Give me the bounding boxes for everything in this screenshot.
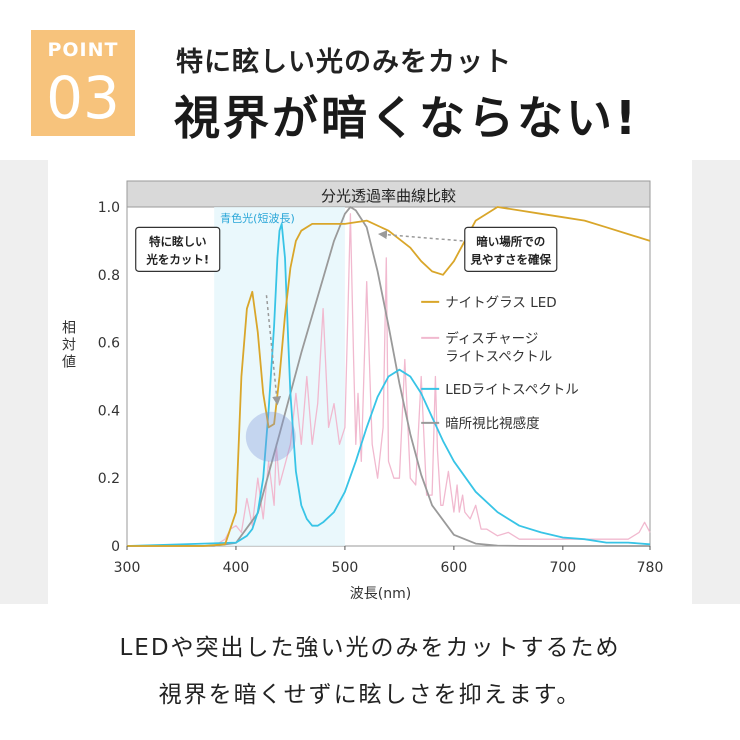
footer-line-2: 視界を暗くせずに眩しさを抑えます。 — [158, 682, 582, 708]
x-tick-label-4: 700 — [549, 560, 576, 576]
series-line-1 — [127, 213, 651, 547]
y-tick-label-0: 0 — [111, 539, 120, 555]
badge-word: POINT — [47, 39, 119, 61]
highlight-circle — [245, 411, 296, 462]
legend-label-1-1: ライトスペクトル — [445, 349, 552, 365]
y-axis-label-char-0: 相 — [62, 321, 76, 337]
point-badge: POINT 03 — [31, 30, 135, 136]
annotation-box-0 — [135, 226, 221, 272]
series-line-3 — [126, 206, 650, 547]
y-tick-label-5: 1.0 — [98, 200, 120, 216]
x-tick-label-3: 600 — [441, 560, 468, 576]
x-tick-label-0: 300 — [114, 560, 141, 576]
chart-title: 分光透過率曲線比較 — [321, 187, 456, 205]
y-axis-label: 相対値 — [62, 321, 76, 371]
annotation-arrow-1 — [377, 230, 463, 242]
y-tick-label-4: 0.8 — [98, 268, 120, 284]
y-tick-label-2: 0.4 — [98, 403, 120, 419]
x-tick-label-5: 780 — [637, 560, 664, 576]
legend-label-1-0: ディスチャージ — [445, 330, 538, 347]
page-title: 視界が暗くならない! — [174, 91, 639, 145]
chart-title-bar — [126, 180, 651, 208]
x-axis-label: 波長(nm) — [350, 586, 411, 602]
x-tick-label-2: 500 — [332, 560, 359, 576]
x-tick-label-1: 400 — [223, 560, 250, 576]
legend-label-3-0: 暗所視比視感度 — [445, 415, 540, 432]
annotation-text-1-1: 見やすさを確保 — [470, 252, 552, 266]
badge-number: 03 — [46, 64, 120, 132]
legend-label-0-0: ナイトグラス LED — [445, 295, 556, 311]
series-line-2 — [126, 223, 651, 547]
chart-panel: 分光透過率曲線比較青色光(短波長) 300 400 500 600 700 780 0 0.2 0… — [48, 160, 692, 604]
footer-line-1: LEDや突出した強い光のみをカットするため — [119, 635, 621, 661]
annotation-text-0-1: 光をカット! — [145, 252, 209, 266]
annotation-box-1 — [464, 226, 558, 272]
y-axis-label-char-2: 値 — [62, 355, 76, 371]
annotation-arrow-0 — [265, 295, 282, 406]
annotation-text-1-0: 暗い場所での — [476, 234, 545, 248]
annotation-text-0-0: 特に眩しい — [149, 234, 207, 248]
blue-band-label: 青色光(短波長) — [220, 211, 295, 225]
series-line-0 — [127, 206, 651, 547]
subtitle: 特に眩しい光のみをカット — [176, 47, 512, 78]
y-axis-label-char-1: 対 — [62, 338, 76, 354]
legend-label-2-0: LEDライトスペクトル — [445, 382, 579, 398]
y-tick-label-3: 0.6 — [98, 336, 120, 352]
y-tick-label-1: 0.2 — [98, 471, 120, 487]
